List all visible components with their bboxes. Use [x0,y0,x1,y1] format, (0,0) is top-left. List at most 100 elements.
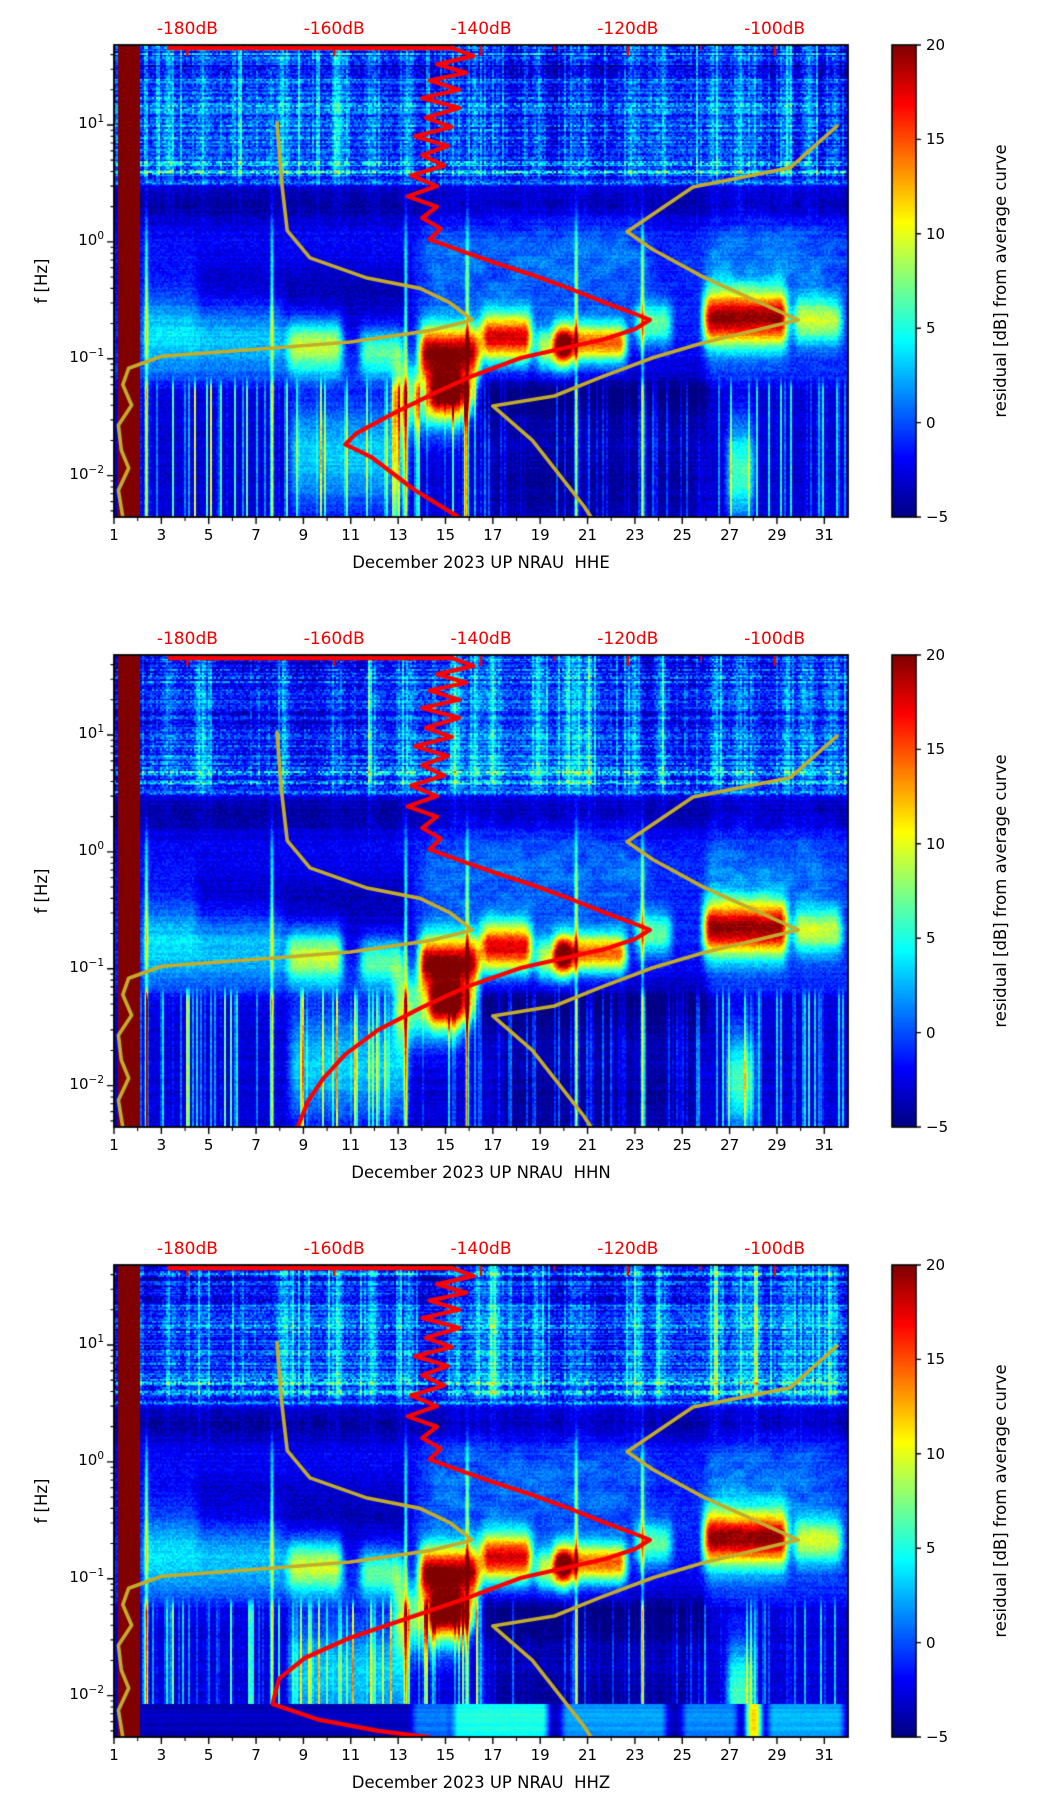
x-tick-label: 19 [530,1746,550,1764]
top-axis-tick-label: -180dB [156,1239,218,1259]
x-tick-label: 3 [156,526,167,544]
y-tick-base: 10 [78,840,98,859]
x-tick-label: 13 [388,526,408,544]
x-tick-label: 23 [625,526,645,544]
x-tick-label: 7 [251,526,261,544]
y-tick-exponent: 1 [97,1332,104,1345]
y-axis-label: f [Hz] [32,1478,51,1524]
colorbar-tick-label: 5 [926,319,936,338]
x-tick-label: 19 [530,1136,550,1154]
top-axis-tick-label: -180dB [156,19,218,39]
x-tick-label: 27 [720,1746,740,1764]
y-tick-label: 10−2 [58,1683,104,1703]
top-axis-tick-label: -160dB [303,629,365,649]
top-axis-tick-label: -100dB [744,19,806,39]
x-tick-label: 1 [109,1136,119,1154]
y-tick-label: 100 [58,229,104,249]
top-axis-tick-label: -160dB [303,19,365,39]
colorbar-tick-label: 0 [926,1023,936,1042]
x-tick-label: 3 [156,1746,167,1764]
y-tick-exponent: −1 [88,956,104,969]
y-tick-base: 10 [78,113,98,132]
top-axis-tick-label: -160dB [303,1239,365,1259]
y-tick-label: 10−1 [58,956,104,976]
x-tick-label: 5 [203,526,214,544]
colorbar-tick-label: 15 [926,130,946,149]
y-tick-label: 100 [58,839,104,859]
x-tick-label: 21 [578,1746,598,1764]
y-tick-exponent: 0 [97,229,104,242]
x-tick-label: 9 [298,526,309,544]
y-axis-label: f [Hz] [32,258,51,304]
x-tick-label: 9 [298,1746,309,1764]
colorbar-tick-label: −5 [926,1728,949,1746]
x-tick-label: 17 [483,1746,503,1764]
x-tick-label: 9 [298,1136,309,1154]
y-tick-label: 10−2 [58,1073,104,1093]
top-axis-tick-label: -120dB [597,1239,659,1259]
y-tick-label: 100 [58,1450,104,1469]
y-tick-base: 10 [78,1450,98,1469]
y-tick-label: 10−1 [58,1566,104,1586]
colorbar-tick-label: 10 [926,224,946,243]
x-tick-label: 5 [203,1746,214,1764]
y-tick-base: 10 [69,464,89,483]
top-axis-tick-label: -100dB [744,1239,806,1259]
colorbar-label: residual [dB] from average curve [991,1364,1010,1638]
y-tick-base: 10 [78,1333,98,1352]
colorbar-tick-label: 10 [926,834,946,853]
colorbar-label: residual [dB] from average curve [991,144,1010,418]
y-tick-exponent: −2 [88,1683,104,1696]
x-tick-label: 29 [767,526,787,544]
x-tick-label: 1 [109,526,119,544]
y-tick-label: 10−2 [58,463,104,483]
y-tick-exponent: −1 [88,1566,104,1579]
x-tick-label: 15 [435,526,456,544]
x-tick-label: 17 [483,526,503,544]
top-axis-tick-label: -140dB [450,629,512,649]
top-axis-tick-label: -140dB [450,1239,512,1259]
y-tick-exponent: −2 [88,463,104,476]
x-tick-label: 23 [625,1746,645,1764]
y-tick-exponent: 0 [97,839,104,852]
x-tick-label: 19 [530,526,550,544]
colorbar-tick-label: 5 [926,1539,936,1558]
x-tick-label: 3 [156,1136,167,1154]
x-tick-label: 21 [578,526,598,544]
x-tick-label: 13 [388,1136,408,1154]
y-tick-base: 10 [69,347,89,366]
y-tick-label: 10−1 [58,346,104,366]
x-tick-label: 13 [388,1746,408,1764]
x-tick-label: 27 [720,526,740,544]
x-tick-label: 5 [203,1136,214,1154]
x-tick-label: 17 [483,1136,503,1154]
y-tick-exponent: 1 [97,112,104,125]
colorbar-tick-label: 20 [926,1256,946,1274]
y-tick-exponent: −1 [88,346,104,359]
y-tick-exponent: −2 [88,1073,104,1086]
x-tick-label: 31 [814,1136,834,1154]
y-tick-base: 10 [69,957,89,976]
x-tick-label: 27 [720,1136,740,1154]
colorbar-tick-label: −5 [926,508,949,526]
top-axis-tick-label: -100dB [744,629,806,649]
y-axis-label: f [Hz] [32,868,51,914]
y-tick-label: 101 [58,112,104,132]
y-tick-base: 10 [69,1684,89,1703]
top-axis-tick-label: -140dB [450,19,512,39]
x-tick-label: 7 [251,1746,261,1764]
axis-title: December 2023 UP NRAU HHE [352,553,610,572]
x-tick-label: 21 [578,1136,598,1154]
x-tick-label: 15 [435,1136,456,1154]
axis-title: December 2023 UP NRAU HHZ [351,1773,611,1792]
x-tick-label: 29 [767,1136,787,1154]
y-tick-base: 10 [69,1567,89,1586]
y-tick-base: 10 [69,1074,89,1093]
top-axis-tick-label: -120dB [597,19,659,39]
x-tick-label: 25 [672,1746,692,1764]
x-tick-label: 7 [251,1136,261,1154]
top-axis-tick-label: -120dB [597,629,659,649]
